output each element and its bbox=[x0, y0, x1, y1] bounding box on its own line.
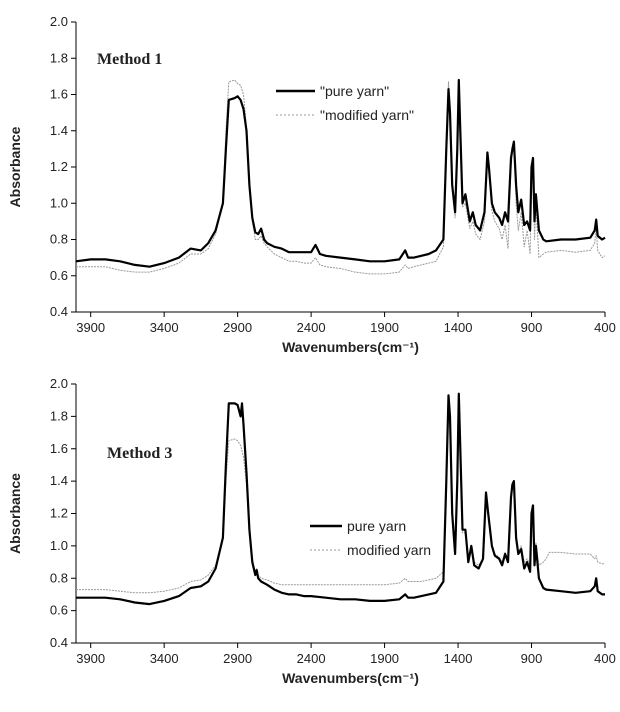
series-line-pure-yarn bbox=[75, 78, 606, 268]
y-tick-label: 2.0 bbox=[50, 14, 68, 29]
series-line-modified-yarn bbox=[76, 79, 606, 275]
y-tick-label: 1.8 bbox=[50, 50, 68, 65]
x-tick-label: 900 bbox=[521, 320, 543, 335]
y-tick-label: 1.6 bbox=[50, 87, 68, 102]
legend: pure yarn modified yarn bbox=[310, 518, 431, 558]
y-axis-title: Absorbance bbox=[7, 473, 23, 554]
y-tick-label: 1.2 bbox=[50, 159, 68, 174]
legend: "pure yarn" "modified yarn" bbox=[276, 83, 414, 123]
legend-label: modified yarn bbox=[347, 542, 431, 558]
x-tick-label: 1400 bbox=[444, 651, 473, 666]
y-tick-label: 0.4 bbox=[50, 304, 68, 319]
x-tick-label: 2900 bbox=[223, 651, 252, 666]
chart-panel-1: 0.4 0.6 0.8 1.0 1.2 1.4 1.6 1.8 2.0 3900 3400 2900 2… bbox=[7, 14, 616, 355]
x-tick-label: 1900 bbox=[370, 651, 399, 666]
panel-title: Method 1 bbox=[97, 51, 162, 68]
x-tick-label: 2400 bbox=[297, 320, 326, 335]
y-axis-title: Absorbance bbox=[7, 126, 23, 207]
series-line-pure-yarn bbox=[76, 392, 605, 606]
x-tick-label: 1900 bbox=[370, 320, 399, 335]
y-tick-label: 0.8 bbox=[50, 232, 68, 247]
legend-label: "pure yarn" bbox=[320, 83, 389, 99]
legend-label: pure yarn bbox=[347, 518, 406, 534]
y-tick-label: 1.0 bbox=[50, 538, 68, 553]
y-tick-label: 0.6 bbox=[50, 603, 68, 618]
x-tick-label: 1400 bbox=[444, 320, 473, 335]
y-tick-label: 1.0 bbox=[50, 195, 68, 210]
x-tick-label: 2900 bbox=[223, 320, 252, 335]
y-tick-label: 1.8 bbox=[50, 408, 68, 423]
y-tick-label: 0.8 bbox=[50, 570, 68, 585]
legend-label: "modified yarn" bbox=[320, 107, 414, 123]
y-tick-label: 1.4 bbox=[50, 473, 68, 488]
x-tick-label: 3400 bbox=[150, 651, 179, 666]
x-tick-label: 900 bbox=[521, 651, 543, 666]
x-tick-label: 400 bbox=[594, 320, 616, 335]
y-tick-label: 1.4 bbox=[50, 123, 68, 138]
panel-title: Method 3 bbox=[107, 445, 172, 462]
x-tick-label: 3900 bbox=[76, 320, 105, 335]
x-tick-label: 3400 bbox=[150, 320, 179, 335]
x-axis-title: Wavenumbers(cm⁻¹) bbox=[282, 670, 419, 686]
y-tick-label: 1.6 bbox=[50, 441, 68, 456]
x-axis-title: Wavenumbers(cm⁻¹) bbox=[282, 339, 419, 355]
y-tick-label: 2.0 bbox=[50, 376, 68, 391]
y-tick-label: 0.6 bbox=[50, 268, 68, 283]
x-tick-label: 400 bbox=[594, 651, 616, 666]
y-tick-label: 1.2 bbox=[50, 506, 68, 521]
x-tick-label: 3900 bbox=[76, 651, 105, 666]
x-tick-label: 2400 bbox=[297, 651, 326, 666]
chart-panel-2: 0.4 0.6 0.8 1.0 1.2 1.4 1.6 1.8 2.0 3900 3400 2900 2… bbox=[7, 376, 616, 686]
y-tick-label: 0.4 bbox=[50, 635, 68, 650]
